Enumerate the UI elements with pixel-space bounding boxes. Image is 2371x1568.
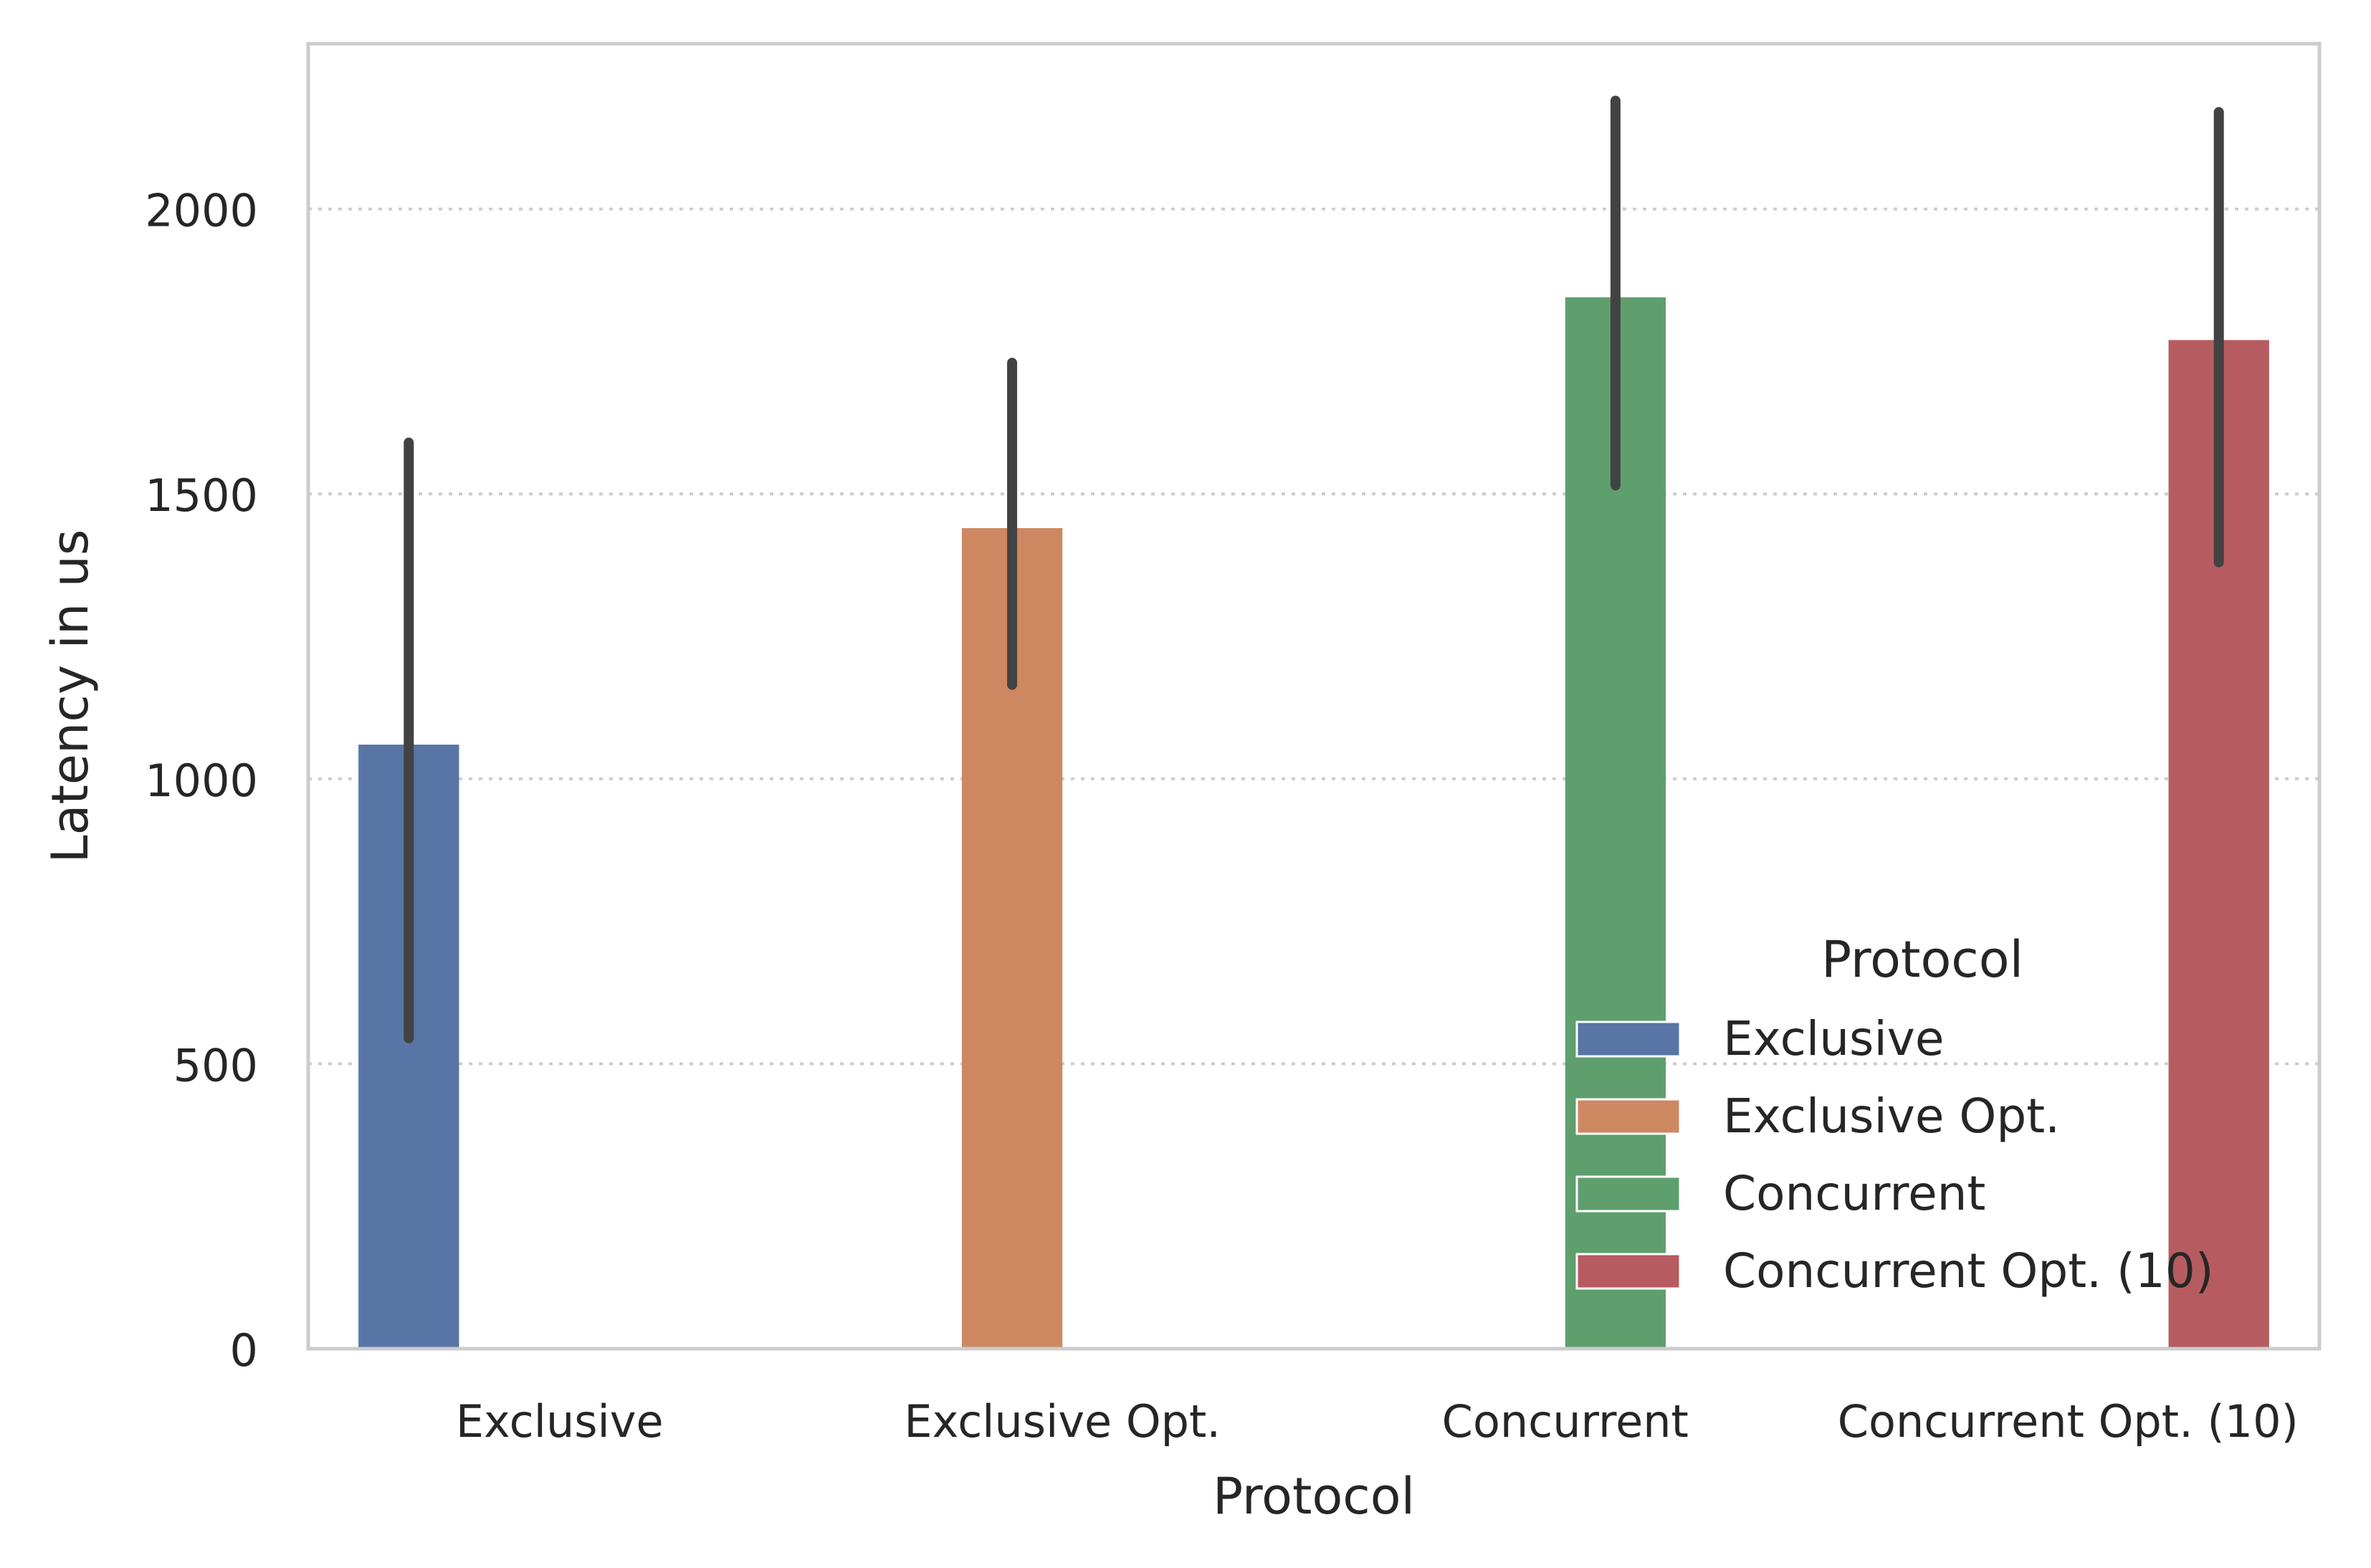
legend-label: Exclusive Opt. [1723,1089,2060,1144]
legend-label: Concurrent [1723,1166,1985,1221]
x-tick-label: Concurrent [1442,1395,1689,1448]
error-bars [404,95,2224,1043]
legend: Protocol Exclusive Exclusive Opt. Concurre… [1575,930,2214,1299]
legend-swatch [1575,1020,1681,1058]
y-tick-label: 0 [230,1324,258,1377]
x-axis-label: Protocol [1213,1467,1415,1526]
x-tick-labels: Exclusive Exclusive Opt. Concurrent Concurr… [456,1395,2299,1448]
gridlines [308,207,2319,1066]
x-tick-label: Exclusive Opt. [904,1395,1221,1448]
legend-swatch [1575,1175,1681,1213]
legend-swatch [1575,1253,1681,1290]
legend-title: Protocol [1821,930,2023,989]
y-tick-labels: 0 500 1000 1500 2000 [145,185,258,1377]
legend-label: Exclusive [1723,1011,1944,1066]
x-tick-label: Exclusive [456,1395,664,1448]
y-tick-label: 1000 [145,755,258,807]
legend-swatch [1575,1098,1681,1135]
x-tick-label: Concurrent Opt. (10) [1838,1395,2299,1448]
y-tick-label: 2000 [145,185,258,237]
legend-label: Concurrent Opt. (10) [1723,1243,2214,1299]
y-tick-label: 1500 [145,469,258,522]
y-axis-label: Latency in us [41,530,100,864]
y-tick-label: 500 [173,1039,258,1091]
plot-frame [306,42,2322,1351]
legend-items: Exclusive Exclusive Opt. Concurrent Concurr… [1575,1011,2214,1299]
